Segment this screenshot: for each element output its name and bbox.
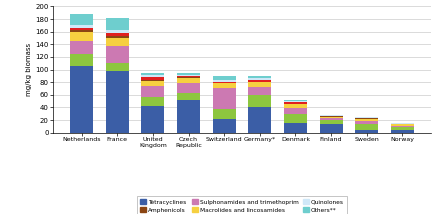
Bar	[319, 120, 343, 124]
Bar	[391, 126, 414, 127]
Bar	[141, 75, 165, 77]
Bar	[248, 107, 271, 133]
Bar	[141, 106, 165, 133]
Bar	[141, 77, 165, 80]
Bar	[319, 124, 343, 133]
Bar	[248, 95, 271, 107]
Bar	[248, 82, 271, 87]
Bar	[141, 81, 165, 86]
Bar	[106, 18, 129, 30]
Bar	[284, 104, 307, 108]
Bar	[70, 66, 93, 133]
Bar	[141, 86, 165, 97]
Bar	[106, 30, 129, 33]
Bar	[355, 124, 378, 129]
Bar	[177, 78, 200, 83]
Bar	[106, 46, 129, 63]
Bar	[391, 127, 414, 129]
Y-axis label: mg/kg biomass: mg/kg biomass	[26, 43, 33, 96]
Bar	[213, 76, 236, 80]
Bar	[213, 83, 236, 89]
Bar	[70, 25, 93, 28]
Bar	[177, 77, 200, 78]
Bar	[213, 119, 236, 133]
Bar	[70, 32, 93, 40]
Bar	[177, 76, 200, 77]
Bar	[213, 109, 236, 119]
Bar	[319, 116, 343, 117]
Bar	[106, 71, 129, 133]
Bar	[391, 123, 414, 124]
Bar	[248, 78, 271, 80]
Bar	[177, 93, 200, 101]
Bar	[213, 80, 236, 82]
Bar	[355, 119, 378, 121]
Bar	[355, 129, 378, 133]
Bar	[177, 75, 200, 76]
Bar	[70, 14, 93, 25]
Bar	[70, 40, 93, 54]
Bar	[106, 38, 129, 46]
Bar	[177, 83, 200, 93]
Bar	[177, 101, 200, 133]
Bar	[284, 108, 307, 114]
Bar	[391, 124, 414, 125]
Bar	[177, 73, 200, 75]
Bar	[319, 115, 343, 116]
Bar	[106, 63, 129, 71]
Bar	[248, 80, 271, 82]
Bar	[355, 121, 378, 124]
Bar	[70, 30, 93, 32]
Bar	[355, 118, 378, 119]
Bar	[391, 125, 414, 126]
Bar	[141, 80, 165, 81]
Bar	[70, 54, 93, 66]
Bar	[284, 102, 307, 104]
Bar	[106, 36, 129, 38]
Bar	[284, 123, 307, 133]
Bar	[355, 117, 378, 118]
Legend: Tetracyclines, Amphenicols, Beta-Lactams, Sulphonamides and trimethoprim, Macrol: Tetracyclines, Amphenicols, Beta-Lactams…	[137, 196, 347, 214]
Bar	[106, 33, 129, 36]
Bar	[141, 73, 165, 75]
Bar	[141, 97, 165, 106]
Bar	[284, 101, 307, 102]
Bar	[248, 76, 271, 78]
Bar	[213, 82, 236, 83]
Bar	[319, 117, 343, 118]
Bar	[70, 28, 93, 30]
Bar	[284, 114, 307, 123]
Bar	[248, 87, 271, 95]
Bar	[213, 89, 236, 109]
Bar	[391, 129, 414, 133]
Bar	[319, 118, 343, 120]
